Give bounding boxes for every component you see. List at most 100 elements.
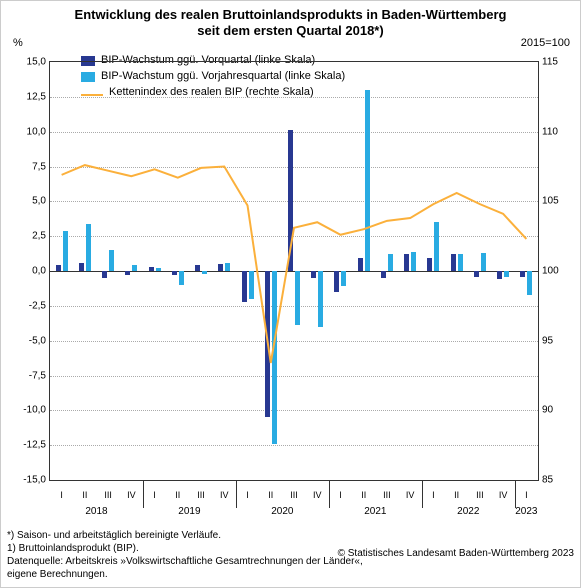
bar-qoq: [451, 254, 456, 271]
title-line-2: seit dem ersten Quartal 2018*): [197, 23, 383, 38]
bar-qoq: [474, 271, 479, 277]
ytick-left: 2,5: [32, 231, 46, 242]
footnote-4: eigene Berechnungen.: [7, 568, 363, 581]
ytick-left: 10,0: [27, 126, 46, 137]
ytick-right: 110: [542, 126, 558, 137]
ytick-left: -7,5: [29, 370, 46, 381]
ytick-right: 85: [542, 475, 553, 486]
bar-yoy: [295, 271, 300, 325]
bar-qoq: [102, 271, 107, 278]
ytick-right: 90: [542, 405, 553, 416]
copyright: © Statistisches Landesamt Baden-Württemb…: [338, 548, 574, 559]
ytick-left: -15,0: [23, 475, 46, 486]
bar-yoy: [63, 231, 68, 271]
footnote-1: *) Saison- und arbeitstäglich bereinigte…: [7, 529, 363, 542]
bar-qoq: [520, 271, 525, 277]
xtick-quarter: II: [175, 490, 180, 500]
xtick-quarter: IV: [499, 490, 508, 500]
xtick-quarter: I: [153, 490, 156, 500]
xtick-quarter: III: [290, 490, 298, 500]
bar-qoq: [242, 271, 247, 302]
bar-qoq: [195, 265, 200, 271]
bar-yoy: [434, 222, 439, 271]
xtick-quarter: II: [361, 490, 366, 500]
bar-yoy: [225, 263, 230, 271]
title-line-1: Entwicklung des realen Bruttoinlandsprod…: [75, 7, 507, 22]
bar-yoy: [156, 268, 161, 271]
bar-qoq: [265, 271, 270, 417]
xtick-quarter: II: [454, 490, 459, 500]
ytick-left: 7,5: [32, 161, 46, 172]
bar-yoy: [527, 271, 532, 295]
xtick-quarter: I: [339, 490, 342, 500]
bar-qoq: [56, 265, 61, 271]
bar-qoq: [79, 263, 84, 271]
ytick-left: 0,0: [32, 266, 46, 277]
bar-yoy: [86, 224, 91, 271]
xtick-quarter: I: [432, 490, 435, 500]
bar-yoy: [132, 265, 137, 271]
bar-qoq: [427, 258, 432, 271]
xtick-quarter: I: [60, 490, 63, 500]
xtick-year: 2020: [271, 506, 293, 517]
xtick-quarter: III: [104, 490, 112, 500]
bar-qoq: [311, 271, 316, 278]
bar-qoq: [381, 271, 386, 278]
xtick-quarter: II: [82, 490, 87, 500]
bar-qoq: [497, 271, 502, 279]
bar-yoy: [481, 253, 486, 271]
bar-yoy: [388, 254, 393, 271]
bar-qoq: [218, 264, 223, 271]
bar-yoy: [341, 271, 346, 286]
bar-qoq: [404, 254, 409, 271]
xtick-quarter: IV: [313, 490, 322, 500]
footnotes: *) Saison- und arbeitstäglich bereinigte…: [7, 529, 363, 581]
ytick-left: -12,5: [23, 440, 46, 451]
bar-yoy: [109, 250, 114, 271]
footnote-3: Datenquelle: Arbeitskreis »Volkswirtscha…: [7, 555, 363, 568]
bar-qoq: [358, 258, 363, 271]
bar-yoy: [249, 271, 254, 299]
xtick-quarter: IV: [127, 490, 136, 500]
xtick-quarter: II: [268, 490, 273, 500]
ytick-left: 5,0: [32, 196, 46, 207]
xtick-quarter: IV: [220, 490, 229, 500]
xtick-year: 2022: [457, 506, 479, 517]
plot-area: -15,0-12,5-10,0-7,5-5,0-2,50,02,55,07,51…: [49, 61, 539, 481]
bar-yoy: [504, 271, 509, 277]
bar-yoy: [411, 252, 416, 272]
ytick-left: -5,0: [29, 335, 46, 346]
bar-yoy: [179, 271, 184, 285]
chart-title: Entwicklung des realen Bruttoinlandsprod…: [1, 7, 580, 40]
bar-qoq: [288, 130, 293, 271]
right-axis-label: 2015=100: [521, 37, 570, 49]
chain-index-line: [62, 165, 527, 363]
xtick-year: 2019: [178, 506, 200, 517]
bar-yoy: [458, 254, 463, 271]
bar-qoq: [149, 267, 154, 271]
xtick-quarter: I: [525, 490, 528, 500]
ytick-right: 95: [542, 335, 553, 346]
xtick-year: 2018: [85, 506, 107, 517]
footnote-2: 1) Bruttoinlandsprodukt (BIP).: [7, 542, 363, 555]
bar-yoy: [318, 271, 323, 327]
ytick-right: 105: [542, 196, 559, 207]
left-axis-unit: %: [13, 37, 23, 49]
bar-yoy: [202, 271, 207, 274]
xtick-quarter: I: [246, 490, 249, 500]
ytick-right: 115: [542, 57, 558, 68]
xtick-year: 2023: [515, 506, 537, 517]
ytick-left: 12,5: [27, 91, 46, 102]
bar-qoq: [334, 271, 339, 292]
xtick-quarter: III: [476, 490, 484, 500]
ytick-left: 15,0: [27, 57, 46, 68]
xtick-quarter: IV: [406, 490, 415, 500]
bar-qoq: [125, 271, 130, 275]
bar-yoy: [365, 90, 370, 271]
ytick-right: 100: [542, 266, 559, 277]
bar-qoq: [172, 271, 177, 275]
bar-yoy: [272, 271, 277, 444]
xtick-quarter: III: [197, 490, 205, 500]
ytick-left: -2,5: [29, 300, 46, 311]
ytick-left: -10,0: [23, 405, 46, 416]
